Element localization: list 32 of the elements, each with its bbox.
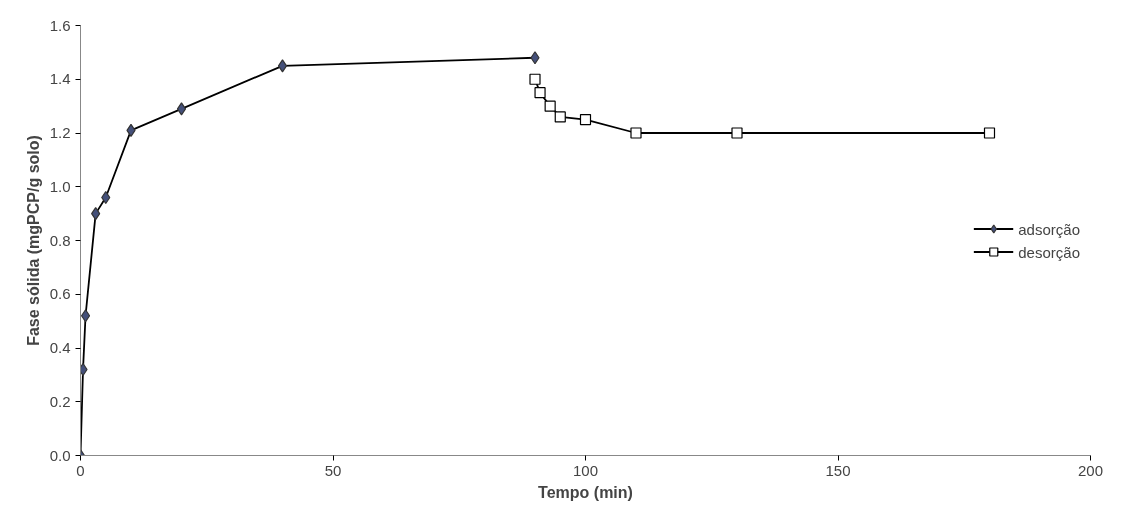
point <box>91 207 101 221</box>
point <box>80 309 91 323</box>
point <box>534 87 546 99</box>
point <box>630 127 642 139</box>
y-tick-label: 1.2 <box>49 124 71 141</box>
y-tick-label: 0.8 <box>49 231 71 249</box>
point <box>176 102 187 116</box>
y-tick-label: 1.4 <box>49 70 71 88</box>
x-tick-label: 150 <box>825 461 851 479</box>
x-axis-title: Tempo (min) <box>538 483 633 501</box>
y-tick-label: 0.4 <box>49 339 71 356</box>
y-tick-label: 1.0 <box>49 177 71 195</box>
point <box>277 59 288 73</box>
legend-label: adsorção <box>1018 220 1080 237</box>
point <box>579 113 592 126</box>
y-tick-label: 0.2 <box>49 392 71 410</box>
x-tick-label: 0 <box>76 461 85 479</box>
legend-label: desorção <box>1018 243 1080 260</box>
y-axis-title: Fase sólida (mgPCP/g solo) <box>24 135 42 346</box>
point <box>731 127 743 139</box>
point <box>544 100 556 112</box>
x-tick-label: 100 <box>572 461 599 479</box>
point <box>529 73 541 85</box>
point <box>530 51 540 65</box>
point <box>554 111 566 123</box>
y-tick-label: 1.6 <box>49 16 71 34</box>
point <box>983 127 996 139</box>
y-tick-label: 0.6 <box>49 285 71 303</box>
x-tick-label: 50 <box>324 461 342 479</box>
x-tick-label: 200 <box>1077 461 1104 479</box>
point <box>126 123 136 137</box>
y-tick-label: 0.0 <box>49 446 71 464</box>
